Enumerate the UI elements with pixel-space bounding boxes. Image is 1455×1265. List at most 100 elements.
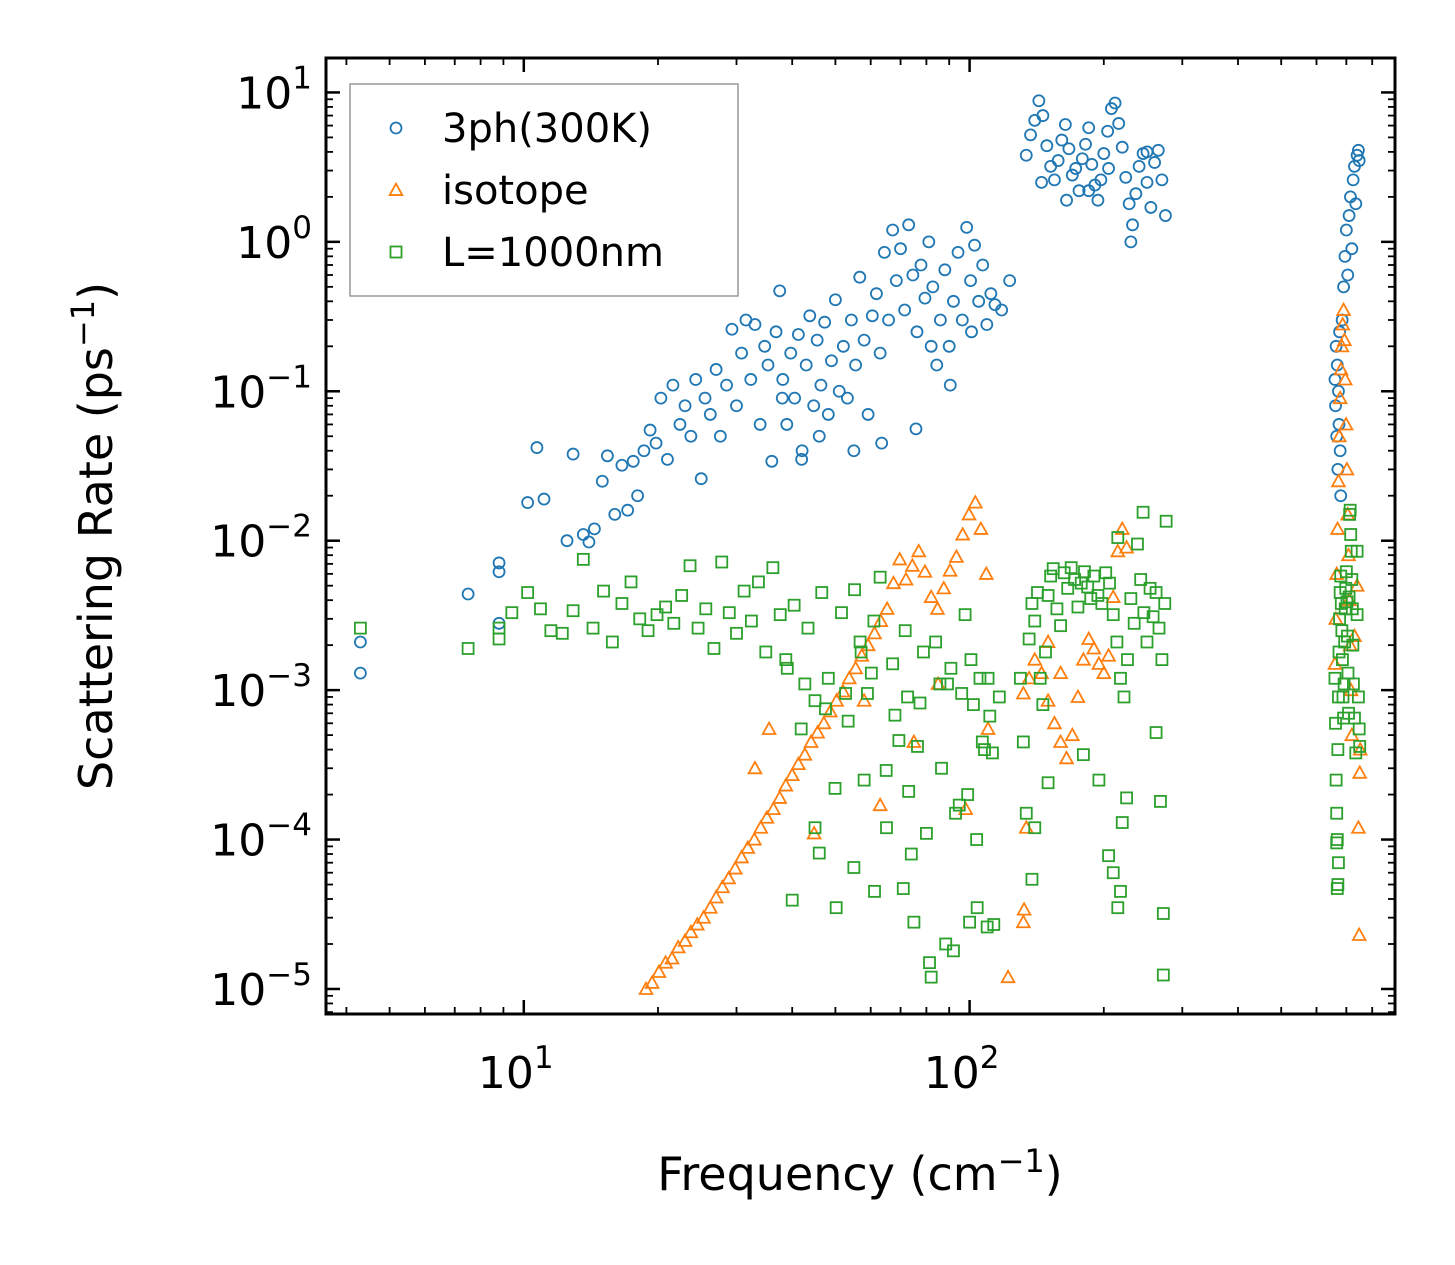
y-tick-label: 10−4 (210, 808, 312, 867)
data-point (1329, 520, 1346, 535)
data-point (954, 526, 971, 541)
data-point (904, 847, 918, 861)
data-point (1071, 600, 1085, 614)
data-point (829, 901, 843, 915)
data-point (1079, 137, 1092, 151)
data-point (1132, 159, 1146, 173)
data-point (1352, 722, 1366, 736)
data-point (708, 889, 724, 904)
data-point (733, 849, 750, 864)
data-point (769, 325, 783, 339)
data-point (917, 563, 933, 578)
data-point (911, 740, 924, 753)
data-point (1334, 316, 1351, 331)
data-point (644, 974, 660, 989)
data-point (1076, 748, 1090, 762)
data-point (803, 309, 817, 323)
data-point (880, 821, 893, 835)
data-point (935, 761, 948, 775)
data-point (492, 565, 506, 579)
data-point (759, 645, 773, 659)
y-tick-label: 10−2 (210, 509, 312, 568)
data-point (1060, 193, 1073, 207)
data-point (1154, 795, 1167, 808)
data-point (1040, 139, 1054, 153)
data-point (1159, 514, 1173, 528)
data-point (917, 645, 930, 659)
data-point (1336, 653, 1349, 667)
data-point (773, 608, 787, 622)
data-point (521, 496, 535, 509)
data-point (807, 399, 821, 413)
data-point (722, 606, 736, 620)
data-point (957, 800, 974, 816)
data-point (961, 506, 977, 521)
data-point (819, 702, 832, 716)
data-point (1095, 664, 1112, 680)
data-point (986, 746, 999, 760)
data-point (1058, 118, 1072, 131)
data-point (761, 720, 777, 735)
data-point (970, 833, 984, 846)
data-point (1331, 428, 1348, 443)
data-point (626, 454, 640, 468)
data-point (1097, 147, 1111, 160)
data-point (1069, 162, 1083, 175)
data-point (650, 608, 664, 622)
data-point (637, 444, 651, 458)
data-point (1148, 156, 1161, 169)
data-point (1328, 565, 1345, 580)
data-point (1022, 632, 1036, 646)
data-point (808, 821, 822, 835)
data-point (968, 238, 981, 252)
data-point (1136, 505, 1150, 519)
data-point (1015, 913, 1032, 929)
data-point (1052, 664, 1069, 680)
data-point (967, 494, 984, 509)
data-point (873, 570, 887, 584)
data-point (605, 635, 619, 649)
data-point (784, 766, 801, 782)
data-point (1353, 740, 1367, 753)
data-point (678, 399, 692, 413)
data-point (748, 318, 762, 331)
data-point (1103, 576, 1116, 590)
data-point (1349, 746, 1363, 760)
data-point (939, 937, 953, 951)
data-point (910, 325, 924, 339)
data-point (771, 789, 788, 804)
data-point (621, 503, 635, 517)
data-point (909, 422, 923, 436)
data-point (1026, 651, 1043, 666)
data-point (964, 274, 977, 288)
data-point (1117, 690, 1131, 704)
data-point (1033, 671, 1047, 685)
data-point (1140, 145, 1154, 159)
data-point (1100, 647, 1117, 662)
data-point (930, 358, 944, 372)
data-point (1028, 821, 1042, 835)
data-point (856, 692, 872, 707)
data-point (586, 621, 600, 635)
data-point (720, 378, 733, 392)
data-point (828, 781, 842, 795)
data-point (1062, 142, 1076, 156)
data-point (677, 932, 693, 947)
data-point (1106, 608, 1120, 622)
data-point (1137, 606, 1151, 620)
data-point (1015, 685, 1032, 700)
legend-label: 3ph(300K) (442, 106, 652, 152)
data-point (924, 970, 938, 984)
data-point (461, 587, 475, 601)
data-point (995, 303, 1009, 317)
data-point (941, 677, 954, 691)
data-point (1111, 531, 1125, 544)
data-point (857, 333, 871, 347)
data-point (492, 556, 506, 570)
data-point (1094, 173, 1108, 187)
data-point (595, 474, 609, 488)
data-point (675, 589, 689, 602)
legend-marker (389, 121, 403, 135)
data-point (929, 635, 943, 649)
